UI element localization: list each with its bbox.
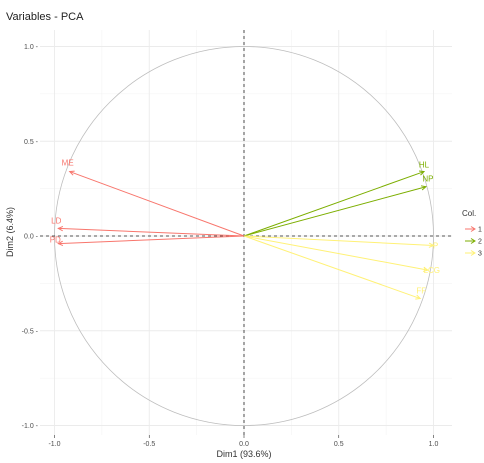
x-tick-label: 0.5 — [334, 441, 344, 448]
variable-label-hl: HL — [419, 161, 430, 170]
arrowhead-p — [428, 242, 435, 248]
y-axis-ticks: -1.0 - -0.5 - 0.0 - 0.5 - 1.0 - — [22, 44, 39, 430]
legend-title: Col. — [462, 209, 476, 218]
arrow-pd — [58, 235, 245, 245]
variable-label-ld: LD — [51, 216, 61, 225]
arrowhead-lcg — [422, 266, 429, 272]
variable-label-p: P — [433, 241, 438, 250]
x-tick-label: 0.0 — [239, 441, 249, 448]
x-axis-title: Dim1 (93.6%) — [216, 449, 271, 459]
legend-label-1: 1 — [478, 227, 482, 234]
y-tick-label: -1.0 - — [22, 423, 39, 430]
variable-label-lcg: LCG — [424, 266, 440, 275]
arrow-hl — [243, 171, 425, 237]
variable-label-ff: FF — [416, 287, 426, 296]
x-axis-ticks: -1.0 -0.5 0.0 0.5 1.0 — [48, 435, 438, 448]
arrowhead-np — [420, 185, 428, 191]
arrow-lcg — [243, 235, 428, 271]
arrow-me — [69, 171, 245, 237]
plot-panel — [40, 30, 452, 435]
arrowhead-me — [68, 170, 75, 176]
variable-label-pd: PD — [50, 236, 61, 245]
legend-key-arrow — [470, 238, 476, 244]
arrow-p — [243, 235, 434, 246]
arrow-np — [243, 186, 427, 237]
legend-label-2: 2 — [478, 239, 482, 246]
legend-key-arrow — [470, 226, 476, 232]
x-tick-label: 1.0 — [429, 441, 439, 448]
arrowhead-ff — [415, 294, 422, 300]
chart-title: Variables - PCA — [6, 11, 84, 23]
arrowhead-hl — [419, 170, 426, 176]
y-tick-label: 0.0 - — [24, 234, 39, 241]
arrow-ld — [58, 227, 245, 237]
y-tick-label: -0.5 - — [22, 328, 39, 335]
legend: Col. 1 2 3 — [462, 209, 482, 258]
y-axis-title: Dim2 (6.4%) — [5, 207, 15, 257]
arrowhead-ld — [57, 225, 64, 232]
variable-label-me: ME — [62, 159, 74, 168]
x-tick-label: -1.0 — [48, 441, 60, 448]
arrow-ff — [243, 235, 421, 300]
legend-key-arrow — [470, 250, 476, 256]
legend-label-3: 3 — [478, 251, 482, 258]
variable-label-np: NP — [422, 175, 433, 184]
y-tick-label: 0.5 - — [24, 139, 39, 146]
x-tick-label: -0.5 — [143, 441, 155, 448]
variable-arrows: ME LD PD HL NP P LCG FF — [50, 159, 440, 300]
y-tick-label: 1.0 - — [24, 44, 39, 51]
arrowhead-pd — [57, 240, 64, 247]
